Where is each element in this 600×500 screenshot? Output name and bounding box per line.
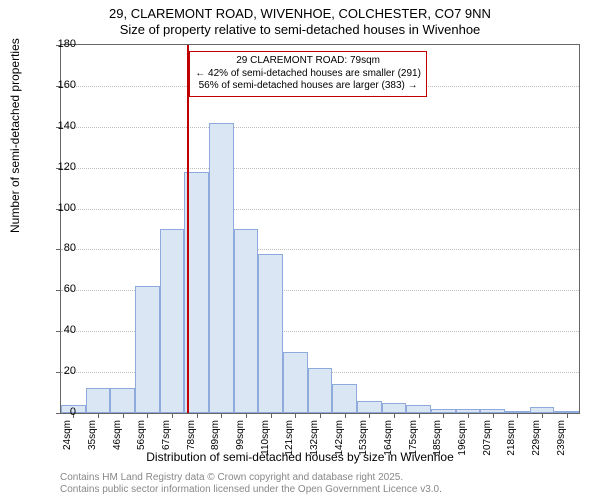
chart-title-block: 29, CLAREMONT ROAD, WIVENHOE, COLCHESTER… [0,6,600,39]
annotation-line2: ← 42% of semi-detached houses are smalle… [195,68,421,81]
chart-container: 29, CLAREMONT ROAD, WIVENHOE, COLCHESTER… [0,0,600,500]
xtick-label: 46sqm [112,420,123,450]
xtick-mark [320,413,321,418]
xtick-mark [271,413,272,418]
xtick-mark [221,413,222,418]
xtick-mark [345,413,346,418]
xtick-mark [295,413,296,418]
xtick-mark [542,413,543,418]
xtick-mark [567,413,568,418]
histogram-bar [258,254,283,413]
xtick-mark [123,413,124,418]
xtick-mark [419,413,420,418]
x-axis-label: Distribution of semi-detached houses by … [0,450,600,464]
ytick-label: 80 [46,242,76,254]
gridline-h [61,209,579,210]
xtick-label: 89sqm [210,420,221,450]
xtick-mark [493,413,494,418]
ytick-label: 60 [46,283,76,295]
ytick-label: 140 [46,120,76,132]
annotation-line1: 29 CLAREMONT ROAD: 79sqm [195,55,421,68]
histogram-bar [234,229,259,413]
xtick-mark [369,413,370,418]
plot-area: 24sqm35sqm46sqm56sqm67sqm78sqm89sqm99sqm… [60,44,580,414]
histogram-bar [86,388,111,413]
footer-line2: Contains public sector information licen… [60,484,442,496]
xtick-mark [172,413,173,418]
xtick-mark [394,413,395,418]
xtick-label: 67sqm [161,420,172,450]
ytick-label: 40 [46,324,76,336]
ytick-label: 100 [46,202,76,214]
histogram-bar [308,368,333,413]
y-axis-label: Number of semi-detached properties [8,38,22,233]
gridline-h [61,127,579,128]
xtick-mark [517,413,518,418]
ytick-label: 180 [46,38,76,50]
ytick-label: 120 [46,161,76,173]
xtick-label: 56sqm [136,420,147,450]
xtick-mark [468,413,469,418]
xtick-mark [98,413,99,418]
chart-footer: Contains HM Land Registry data © Crown c… [60,472,442,496]
histogram-bar [332,384,357,413]
histogram-bar [357,401,382,413]
ytick-label: 20 [46,365,76,377]
xtick-mark [443,413,444,418]
chart-title-line2: Size of property relative to semi-detach… [0,22,600,38]
histogram-bar [135,286,160,413]
histogram-bar [406,405,431,413]
xtick-mark [147,413,148,418]
annotation-box: 29 CLAREMONT ROAD: 79sqm← 42% of semi-de… [189,51,427,97]
histogram-bar [209,123,234,413]
histogram-bar [382,403,407,413]
xtick-label: 99sqm [235,420,246,450]
ytick-label: 160 [46,79,76,91]
histogram-bar [283,352,308,413]
histogram-bar [110,388,135,413]
gridline-h [61,249,579,250]
chart-title-line1: 29, CLAREMONT ROAD, WIVENHOE, COLCHESTER… [0,6,600,22]
gridline-h [61,168,579,169]
property-marker-line [187,45,189,413]
footer-line1: Contains HM Land Registry data © Crown c… [60,472,442,484]
xtick-label: 35sqm [87,420,98,450]
xtick-label: 78sqm [186,420,197,450]
annotation-line3: 56% of semi-detached houses are larger (… [195,80,421,93]
xtick-mark [197,413,198,418]
xtick-mark [246,413,247,418]
ytick-label: 0 [46,406,76,418]
xtick-label: 24sqm [62,420,73,450]
histogram-bar [160,229,185,413]
